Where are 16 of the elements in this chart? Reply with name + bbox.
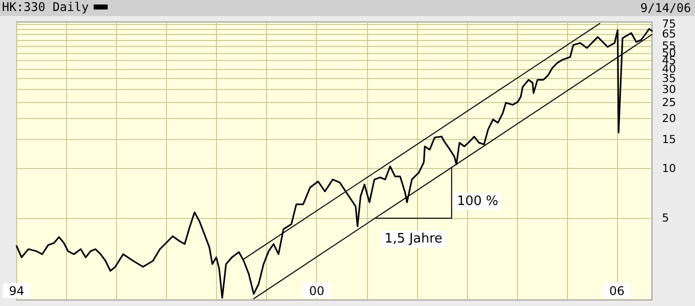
text: 9/14/06: [640, 1, 692, 15]
annotation: 100 %: [456, 194, 498, 209]
y-tick-label: 65: [662, 28, 676, 41]
legend-label: HK:330 Daily: [2, 0, 89, 14]
y-tick-label: 30: [662, 83, 676, 96]
annotation: 1,5 Jahre: [384, 232, 442, 247]
y-tick-label: 10: [662, 162, 676, 175]
y-tick-label: 75: [662, 17, 676, 30]
y-tick-label: 15: [662, 132, 676, 146]
y-tick-label: 20: [662, 112, 676, 126]
x-tick-label: 94: [8, 284, 24, 298]
y-tick-label: 35: [662, 72, 676, 86]
x-tick-label: 00: [309, 284, 324, 298]
x-tick-label: 06: [609, 284, 625, 298]
y-tick-label: 5: [662, 212, 669, 225]
y-tick-label: 25: [662, 96, 676, 110]
